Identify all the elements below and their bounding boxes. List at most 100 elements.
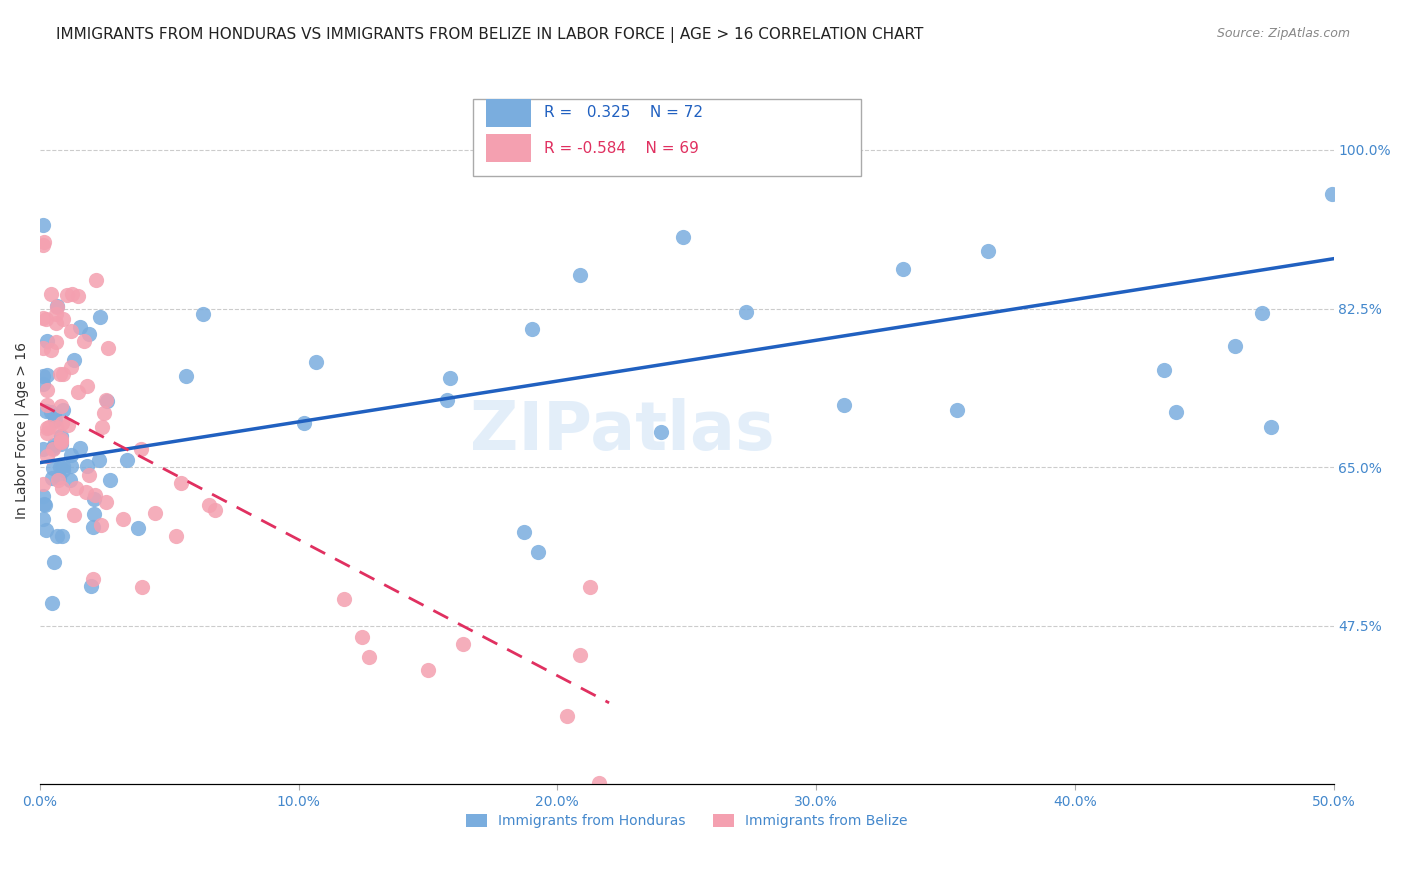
Point — [1320, 186, 1343, 201]
Point — [436, 392, 458, 407]
Point — [51, 432, 73, 446]
Point — [52, 459, 75, 474]
Point — [198, 499, 221, 513]
Point — [31, 512, 53, 526]
Point — [1164, 405, 1187, 419]
Point — [59, 473, 82, 487]
Point — [77, 326, 100, 341]
Point — [350, 630, 373, 644]
Point — [31, 489, 53, 503]
Text: ZIPatlas: ZIPatlas — [470, 398, 775, 464]
Point — [834, 398, 856, 412]
Point — [131, 580, 153, 594]
Point — [31, 368, 53, 383]
Point — [41, 596, 63, 610]
Point — [117, 452, 139, 467]
Point — [46, 528, 69, 542]
Point — [891, 262, 914, 277]
Point — [512, 525, 534, 540]
Point — [1260, 419, 1282, 434]
Point — [69, 319, 91, 334]
Point — [79, 579, 101, 593]
Point — [49, 367, 72, 381]
Point — [93, 406, 115, 420]
Point — [176, 369, 198, 384]
Point — [72, 334, 94, 349]
Point — [1223, 339, 1246, 353]
Point — [52, 463, 75, 477]
Point — [46, 300, 69, 314]
Point — [31, 442, 53, 456]
Point — [977, 244, 1000, 258]
Point — [69, 441, 91, 455]
Point — [44, 413, 66, 427]
Point — [56, 287, 79, 301]
Point — [34, 497, 56, 511]
Point — [34, 498, 56, 512]
Point — [96, 494, 118, 508]
Point — [96, 394, 118, 409]
Point — [170, 475, 193, 490]
Point — [63, 352, 86, 367]
Point — [51, 434, 73, 449]
Point — [568, 648, 591, 662]
Point — [49, 435, 72, 450]
Point — [82, 520, 104, 534]
Point — [39, 405, 62, 419]
Point — [359, 649, 381, 664]
Point — [1153, 363, 1175, 377]
Point — [42, 438, 65, 452]
Point — [1250, 305, 1272, 319]
Point — [51, 429, 73, 443]
Point — [204, 503, 226, 517]
Point — [90, 517, 112, 532]
Point — [59, 459, 82, 474]
FancyBboxPatch shape — [486, 99, 531, 127]
Point — [35, 384, 58, 398]
Point — [672, 230, 695, 244]
Point — [60, 286, 83, 301]
Point — [39, 287, 62, 301]
Point — [127, 521, 149, 535]
Text: IMMIGRANTS FROM HONDURAS VS IMMIGRANTS FROM BELIZE IN LABOR FORCE | AGE > 16 COR: IMMIGRANTS FROM HONDURAS VS IMMIGRANTS F… — [56, 27, 924, 43]
Point — [35, 523, 58, 537]
Point — [650, 425, 672, 440]
Point — [42, 442, 65, 457]
Point — [82, 572, 104, 586]
Point — [569, 268, 592, 283]
Point — [292, 417, 315, 431]
Point — [35, 449, 58, 463]
Point — [143, 507, 166, 521]
Point — [44, 408, 66, 422]
Point — [35, 421, 58, 435]
Point — [60, 359, 83, 374]
Point — [84, 273, 107, 287]
Point — [555, 709, 578, 723]
Point — [91, 419, 114, 434]
FancyBboxPatch shape — [486, 134, 531, 162]
FancyBboxPatch shape — [474, 99, 862, 177]
Point — [66, 289, 89, 303]
Point — [44, 555, 66, 569]
Point — [89, 453, 111, 467]
Point — [332, 592, 354, 607]
Text: R = -0.584    N = 69: R = -0.584 N = 69 — [544, 141, 699, 155]
Point — [31, 341, 53, 355]
Point — [35, 312, 58, 326]
Point — [946, 403, 969, 417]
Point — [522, 322, 544, 336]
Point — [51, 437, 73, 451]
Point — [165, 529, 187, 543]
Point — [45, 316, 67, 330]
Point — [35, 368, 58, 383]
Point — [38, 420, 60, 434]
Point — [96, 341, 118, 355]
Point — [83, 491, 105, 506]
Point — [112, 511, 135, 525]
Point — [76, 459, 98, 474]
Text: Source: ZipAtlas.com: Source: ZipAtlas.com — [1216, 27, 1350, 40]
Point — [51, 528, 73, 542]
Point — [45, 307, 67, 321]
Point — [58, 417, 80, 432]
Text: R =   0.325    N = 72: R = 0.325 N = 72 — [544, 105, 703, 120]
